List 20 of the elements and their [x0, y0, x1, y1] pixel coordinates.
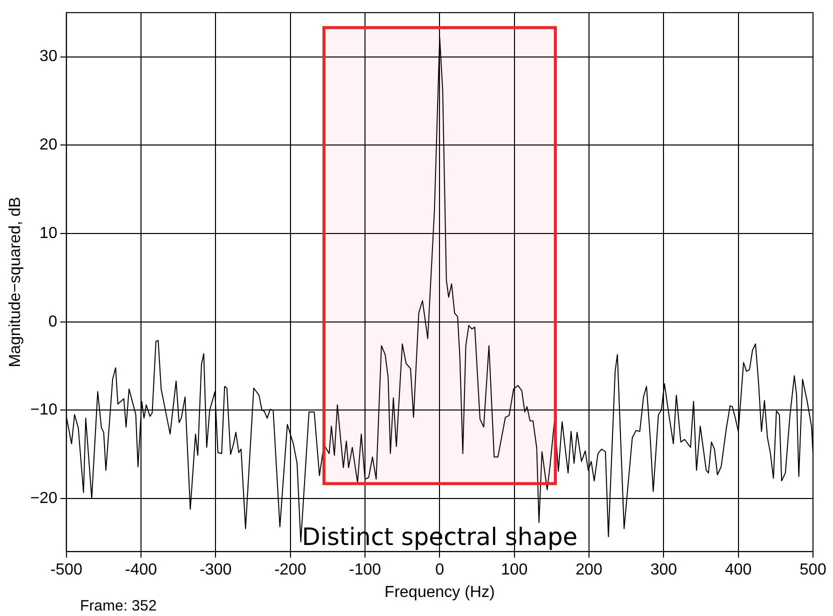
x-tick-label: 500: [800, 562, 826, 579]
x-tick-label: -300: [200, 562, 232, 579]
y-tick-label: 0: [48, 313, 58, 330]
y-tick-label: 20: [40, 136, 58, 154]
x-tick-label: 400: [724, 562, 752, 579]
x-tick-label: -500: [50, 562, 82, 579]
x-tick-label: 0: [435, 562, 444, 579]
y-tick-label: −20: [30, 490, 58, 507]
x-tick-label: -200: [274, 562, 306, 579]
x-tick-label: -400: [124, 562, 158, 579]
y-axis-title: Magnitude−squared, dB: [7, 196, 24, 368]
y-tick-label: 30: [40, 48, 58, 66]
y-tick-label: 10: [40, 224, 58, 242]
x-tick-label: 200: [576, 562, 602, 579]
text: Frame: 352: [80, 598, 157, 615]
x-tick-label: 300: [650, 562, 678, 579]
x-tick-label: -100: [348, 562, 382, 579]
x-axis-title: Frequency (Hz): [384, 584, 495, 601]
y-tick-label: −10: [30, 402, 58, 419]
x-tick-label: 100: [500, 562, 528, 579]
